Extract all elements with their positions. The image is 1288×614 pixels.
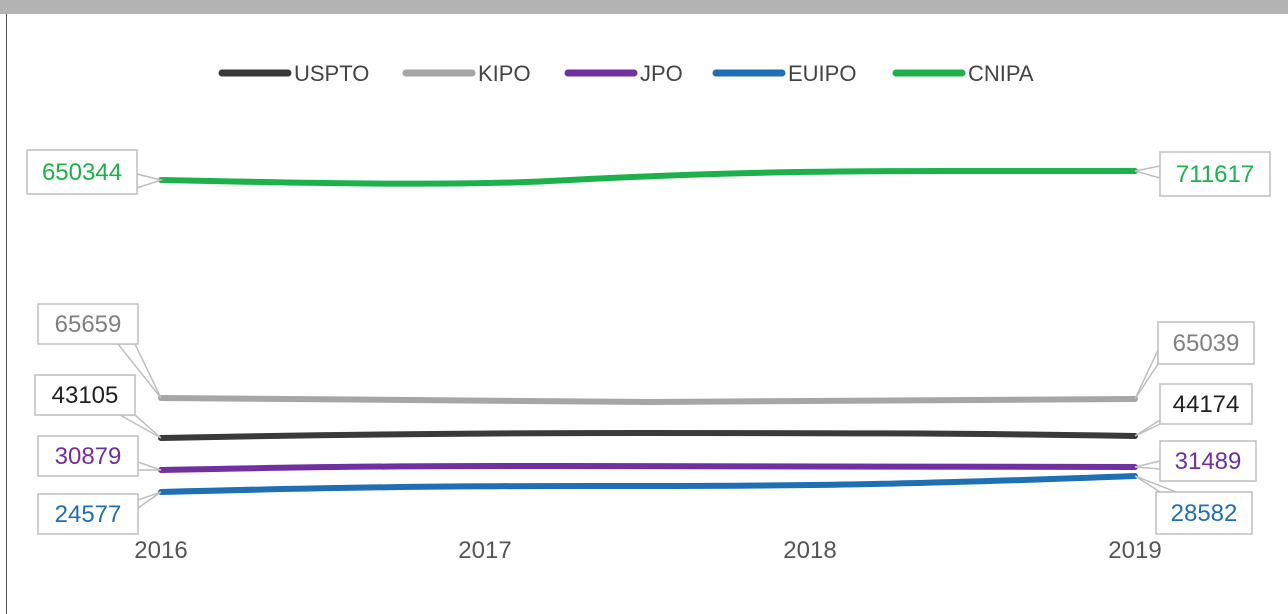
x-tick-label: 2016 [134,537,187,564]
data-label-kipo-start: 65659 [55,311,122,338]
series-line-cnipa [158,167,1138,187]
data-label-jpo-end: 31489 [1175,448,1242,475]
data-callout-cnipa-start: 650344 [26,149,164,195]
series-line-euipo [158,473,1138,495]
series-line-jpo [158,462,1138,473]
data-label-uspto-start: 43105 [52,382,119,409]
legend-label: KIPO [478,61,531,86]
data-callout-kipo-start: 65659 [37,303,162,399]
data-label-kipo-end: 65039 [1173,330,1240,357]
x-tick-label: 2018 [783,537,836,564]
left-border [6,14,7,614]
data-callout-kipo-end: 65039 [1134,321,1255,400]
data-callout-jpo-start: 30879 [37,435,162,477]
data-label-jpo-start: 30879 [55,443,122,470]
data-label-euipo-end: 28582 [1171,500,1238,527]
legend-item-cnipa: CNIPA [892,61,1034,86]
legend-item-euipo: EUIPO [712,61,856,86]
data-label-euipo-start: 24577 [55,501,122,528]
legend-item-jpo: JPO [564,61,683,86]
legend-label: EUIPO [788,61,856,86]
data-callout-uspto-end: 44174 [1134,383,1253,437]
data-callout-uspto-start: 43105 [34,374,162,439]
series-line-kipo [158,395,1138,406]
data-callout-euipo-end: 28582 [1134,475,1253,535]
x-tick-label: 2017 [458,537,511,564]
legend-item-uspto: USPTO [218,61,369,86]
data-callout-euipo-start: 24577 [37,491,162,535]
series-line-uspto [158,429,1138,441]
legend-item-kipo: KIPO [402,61,531,86]
data-label-uspto-end: 44174 [1173,391,1240,418]
data-label-cnipa-end: 711617 [1176,161,1254,188]
top-bar [0,0,1288,14]
legend-label: JPO [640,61,683,86]
legend-label: CNIPA [968,61,1034,86]
data-label-cnipa-start: 650344 [42,159,122,186]
data-callout-jpo-end: 31489 [1134,440,1257,482]
x-tick-label: 2019 [1108,537,1161,564]
data-callout-cnipa-end: 711617 [1134,151,1271,197]
legend-label: USPTO [294,61,369,86]
